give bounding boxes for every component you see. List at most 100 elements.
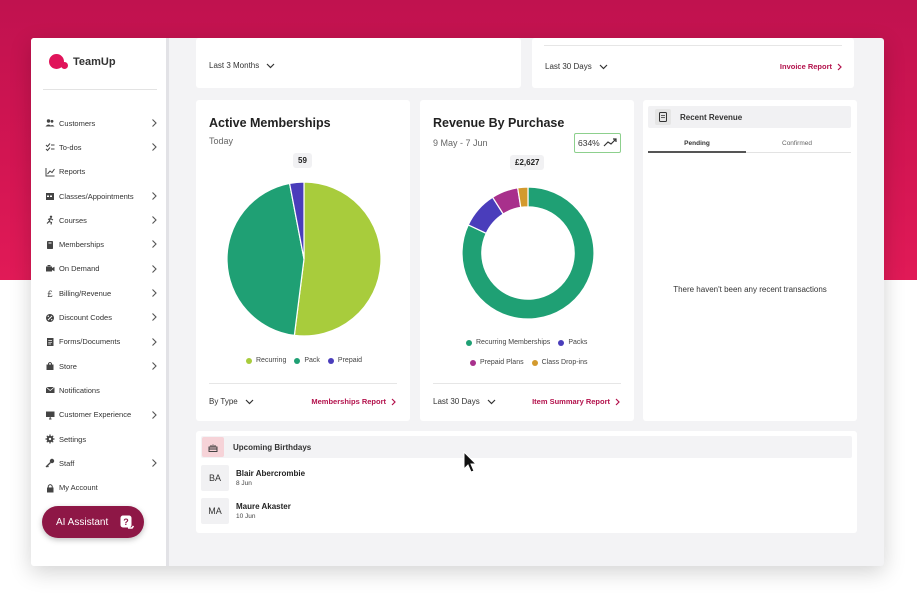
chevron-right-icon: [152, 216, 157, 225]
recent-revenue-header: Recent Revenue: [648, 106, 851, 128]
upcoming-birthdays-card: Upcoming Birthdays BA Blair Abercrombie …: [196, 431, 857, 533]
sidebar-item-label: Staff: [59, 458, 75, 468]
legend-item: Packs: [568, 339, 588, 346]
sidebar-item-classes-appointments[interactable]: Classes/Appointments: [31, 184, 169, 208]
chart-tooltip: 59: [293, 153, 312, 168]
sidebar-item-courses[interactable]: Courses: [31, 208, 169, 232]
sidebar-item-billing-revenue[interactable]: £ Billing/Revenue: [31, 281, 169, 305]
legend-item: Prepaid: [337, 357, 363, 364]
recent-revenue-card: Recent Revenue Pending Confirmed There h…: [643, 100, 857, 421]
sidebar-item-store[interactable]: Store: [31, 354, 169, 378]
invoice-report-label: Invoice Report: [779, 62, 832, 71]
users-icon: [45, 118, 55, 128]
birthday-person-row[interactable]: BA Blair Abercrombie 8 Jun: [201, 465, 305, 491]
item-summary-report-link[interactable]: Item Summary Report: [532, 397, 620, 406]
sidebar-item-forms-documents[interactable]: Forms/Documents: [31, 330, 169, 354]
sidebar-item-on-demand[interactable]: On Demand: [31, 257, 169, 281]
tab-pending[interactable]: Pending: [684, 140, 710, 147]
period-dropdown-left[interactable]: Last 3 Months: [209, 61, 275, 70]
document-icon: [45, 337, 55, 347]
avatar: BA: [201, 465, 229, 491]
top-left-card: Last 3 Months: [196, 38, 521, 88]
chart-tooltip: £2,627: [510, 155, 545, 170]
chevron-right-icon: [152, 192, 157, 200]
birthday-date: 10 Jun: [236, 513, 256, 520]
active-tab-indicator: [648, 151, 746, 153]
chart-legend: Recurring Memberships Packs: [466, 339, 587, 346]
chevron-right-icon: [152, 459, 157, 468]
slice-prepaid[interactable]: [288, 181, 305, 260]
sidebar-item-label: Classes/Appointments: [59, 191, 134, 201]
sidebar: TeamUp Customers To-dos Reports Classes/App…: [31, 38, 169, 566]
logo[interactable]: TeamUp: [49, 54, 116, 70]
sidebar-item-label: My Account: [59, 483, 98, 493]
envelope-icon: [45, 385, 55, 395]
slice-recurring-memberships[interactable]: [461, 186, 595, 320]
chevron-right-icon: [152, 143, 157, 152]
period-dropdown-right[interactable]: Last 30 Days: [545, 62, 608, 71]
type-filter-dropdown[interactable]: By Type: [209, 397, 254, 406]
ai-chat-icon: ?: [120, 515, 135, 529]
sidebar-item-label: Forms/Documents: [59, 337, 121, 347]
sidebar-item-reports[interactable]: Reports: [31, 160, 169, 184]
sidebar-item-discount-codes[interactable]: Discount Codes: [31, 305, 169, 329]
sidebar-item-label: Discount Codes: [59, 313, 112, 323]
sidebar-nav: Customers To-dos Reports Classes/Appointmen…: [31, 111, 169, 500]
revenue-period-dropdown[interactable]: Last 30 Days: [433, 397, 496, 406]
sidebar-item-label: Store: [59, 361, 77, 371]
receipt-icon: [655, 109, 671, 125]
video-icon: [45, 264, 55, 274]
birthdays-title: Upcoming Birthdays: [233, 442, 312, 452]
key-icon: [45, 458, 55, 468]
revenue-period-label: Last 30 Days: [433, 397, 480, 406]
svg-text:?: ?: [123, 517, 129, 527]
chart-legend: Prepaid Plans Class Drop-ins: [470, 359, 588, 366]
card-subtitle: Today: [209, 136, 234, 146]
chevron-down-icon: [599, 64, 608, 69]
legend-item: Recurring Memberships: [476, 339, 551, 346]
sidebar-item-to-dos[interactable]: To-dos: [31, 135, 169, 159]
sidebar-item-my-account[interactable]: My Account: [31, 475, 169, 499]
sidebar-item-customer-experience[interactable]: Customer Experience: [31, 403, 169, 427]
recent-revenue-title: Recent Revenue: [680, 112, 743, 122]
birthday-person-row[interactable]: MA Maure Akaster 10 Jun: [201, 498, 291, 524]
slice-recurring[interactable]: [293, 181, 382, 337]
bag-icon: [45, 361, 55, 371]
ai-assistant-button[interactable]: AI Assistant ?: [42, 506, 144, 538]
legend-item: Recurring: [256, 357, 287, 364]
chevron-right-icon: [152, 410, 157, 419]
revenue-donut-chart[interactable]: [461, 186, 595, 320]
sidebar-item-customers[interactable]: Customers: [31, 111, 169, 135]
period-dropdown-left-label: Last 3 Months: [209, 61, 260, 70]
birthdays-header: Upcoming Birthdays: [201, 436, 852, 458]
legend-item: Pack: [304, 357, 320, 364]
card-subtitle: 9 May - 7 Jun: [433, 138, 488, 148]
chevron-right-icon: [152, 313, 157, 322]
chevron-down-icon: [266, 63, 275, 68]
sidebar-item-notifications[interactable]: Notifications: [31, 378, 169, 402]
chevron-down-icon: [245, 399, 254, 404]
memberships-pie-chart[interactable]: [226, 181, 382, 337]
svg-text:£: £: [47, 289, 53, 298]
item-summary-report-label: Item Summary Report: [532, 397, 610, 406]
tab-confirmed[interactable]: Confirmed: [782, 140, 812, 147]
cake-icon: [202, 437, 224, 457]
card-title: Active Memberships: [209, 116, 331, 130]
sidebar-item-label: Billing/Revenue: [59, 288, 112, 298]
sidebar-item-label: Customer Experience: [59, 410, 132, 420]
invoice-report-link[interactable]: Invoice Report: [780, 62, 842, 71]
chevron-right-icon: [152, 289, 157, 297]
lock-icon: [45, 483, 55, 493]
sidebar-item-settings[interactable]: Settings: [31, 427, 169, 451]
birthday-date: 8 Jun: [236, 480, 252, 487]
chevron-right-icon: [615, 398, 620, 405]
monitor-icon: [45, 410, 55, 420]
sidebar-item-staff[interactable]: Staff: [31, 451, 169, 475]
sidebar-item-memberships[interactable]: Memberships: [31, 232, 169, 256]
slice-pack[interactable]: [226, 182, 305, 337]
legend-item: Prepaid Plans: [480, 359, 524, 366]
slice-class-drop-ins[interactable]: [516, 186, 529, 209]
chevron-right-icon: [391, 398, 396, 405]
memberships-report-link[interactable]: Memberships Report: [311, 397, 396, 406]
chevron-right-icon: [152, 119, 157, 127]
